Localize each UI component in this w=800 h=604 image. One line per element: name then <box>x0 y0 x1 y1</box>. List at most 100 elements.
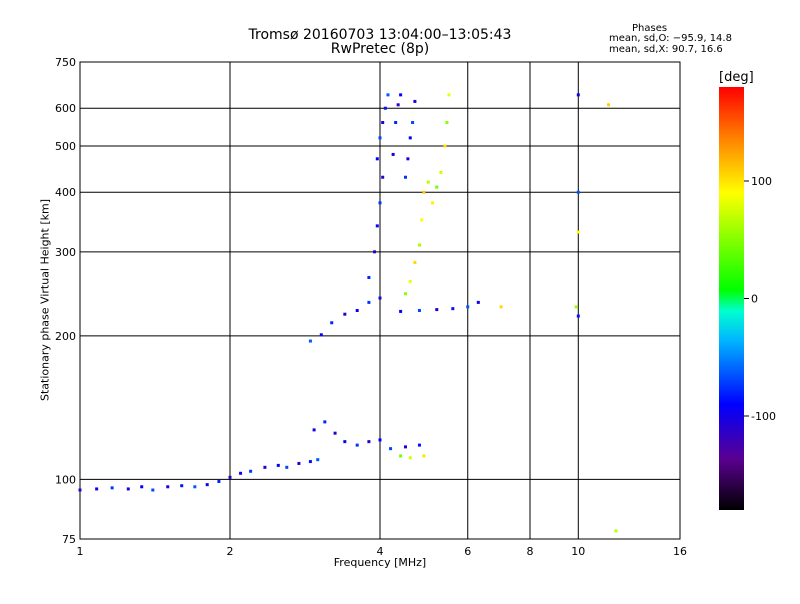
o-mode-point <box>166 485 170 489</box>
o-mode-point <box>297 461 301 465</box>
o-mode-point <box>308 460 312 464</box>
o-mode-point <box>140 485 144 489</box>
y-tick-label: 750 <box>55 56 76 69</box>
x-tick-label: 6 <box>464 545 471 558</box>
o-mode-point <box>406 157 410 161</box>
o-mode-point <box>403 445 407 449</box>
o-mode-point <box>126 487 130 491</box>
o-mode-point <box>343 312 347 316</box>
o-mode-point <box>205 483 209 487</box>
colorbar <box>719 87 744 510</box>
o-mode-point <box>151 488 155 492</box>
o-mode-point <box>378 136 382 140</box>
x-mode-point <box>408 456 412 460</box>
o-mode-point <box>576 314 580 318</box>
y-tick-label: 400 <box>55 186 76 199</box>
o-mode-point <box>110 486 114 490</box>
stats-x-line: mean, sd,X: 90.7, 16.6 <box>609 44 723 55</box>
o-mode-point <box>180 484 184 488</box>
x-tick-label: 4 <box>377 545 384 558</box>
data-points <box>78 93 618 533</box>
x-mode-point <box>426 180 430 184</box>
o-mode-point <box>576 93 580 97</box>
x-axis-label: Frequency [MHz] <box>333 556 427 569</box>
chart-subtitle: RwPretec (8p) <box>330 41 430 57</box>
x-mode-point <box>445 121 449 125</box>
x-mode-point <box>574 305 578 309</box>
o-mode-point <box>466 305 470 309</box>
o-mode-point <box>408 136 412 140</box>
o-mode-point <box>249 469 253 473</box>
o-mode-point <box>389 447 393 451</box>
o-mode-point <box>451 307 455 311</box>
o-mode-point <box>417 443 421 447</box>
x-mode-point <box>614 529 618 533</box>
y-tick-label: 200 <box>55 330 76 343</box>
x-mode-point <box>439 170 443 174</box>
o-mode-point <box>373 250 377 254</box>
o-mode-point <box>78 488 82 492</box>
x-mode-point <box>447 93 451 97</box>
o-mode-point <box>367 276 371 280</box>
o-mode-point <box>308 339 312 343</box>
x-mode-point <box>443 144 447 148</box>
o-mode-point <box>378 296 382 300</box>
x-mode-point <box>420 218 424 222</box>
x-axis-ticks: 1 2 4 6 8 10 16 <box>77 545 688 558</box>
x-tick-label: 16 <box>673 545 687 558</box>
o-mode-point <box>411 121 415 125</box>
o-mode-point <box>367 300 371 304</box>
chart-title: Tromsø 20160703 13:04:00–13:05:43 <box>248 27 512 43</box>
x-tick-label: 10 <box>571 545 585 558</box>
o-mode-point <box>95 487 99 491</box>
y-tick-label: 100 <box>55 473 76 486</box>
o-mode-point <box>375 224 379 228</box>
x-tick-label: 8 <box>527 545 534 558</box>
o-mode-point <box>263 465 267 469</box>
x-mode-point <box>403 292 407 296</box>
stats-title: Phases <box>632 23 668 34</box>
y-axis-ticks: 75 100 200 300 400 500 600 750 <box>55 56 76 546</box>
o-mode-point <box>323 420 327 424</box>
y-tick-label: 500 <box>55 140 76 153</box>
o-mode-point <box>386 93 390 97</box>
x-mode-point <box>431 201 435 205</box>
o-mode-point <box>378 201 382 205</box>
o-mode-point <box>276 463 280 467</box>
x-mode-point <box>413 260 417 264</box>
o-mode-point <box>343 440 347 444</box>
o-mode-point <box>330 321 334 325</box>
colorbar-unit-label: [deg] <box>719 70 754 85</box>
x-mode-point <box>607 103 611 107</box>
o-mode-point <box>417 308 421 312</box>
o-mode-point <box>316 458 320 462</box>
o-mode-point <box>381 121 385 125</box>
o-mode-point <box>396 103 400 107</box>
y-tick-label: 600 <box>55 102 76 115</box>
x-mode-point <box>422 454 426 458</box>
x-mode-point <box>576 230 580 234</box>
colorbar-tick-label: 100 <box>751 175 772 188</box>
stats-o-line: mean, sd,O: −95.9, 14.8 <box>609 33 732 44</box>
y-tick-label: 75 <box>62 533 76 546</box>
x-mode-point <box>417 243 421 247</box>
o-mode-point <box>576 190 580 194</box>
colorbar-tick-label: -100 <box>751 410 776 423</box>
o-mode-point <box>312 428 316 432</box>
o-mode-point <box>381 175 385 179</box>
o-mode-point <box>367 440 371 444</box>
o-mode-point <box>355 443 359 447</box>
o-mode-point <box>383 106 387 110</box>
o-mode-point <box>399 309 403 313</box>
o-mode-point <box>413 99 417 103</box>
o-mode-point <box>319 333 323 337</box>
colorbar-ticks: -100 0 100 <box>744 175 776 423</box>
o-mode-point <box>394 121 398 125</box>
o-mode-point <box>228 475 232 479</box>
o-mode-point <box>285 465 289 469</box>
o-mode-point <box>239 471 243 475</box>
o-mode-point <box>399 93 403 97</box>
o-mode-point <box>355 308 359 312</box>
